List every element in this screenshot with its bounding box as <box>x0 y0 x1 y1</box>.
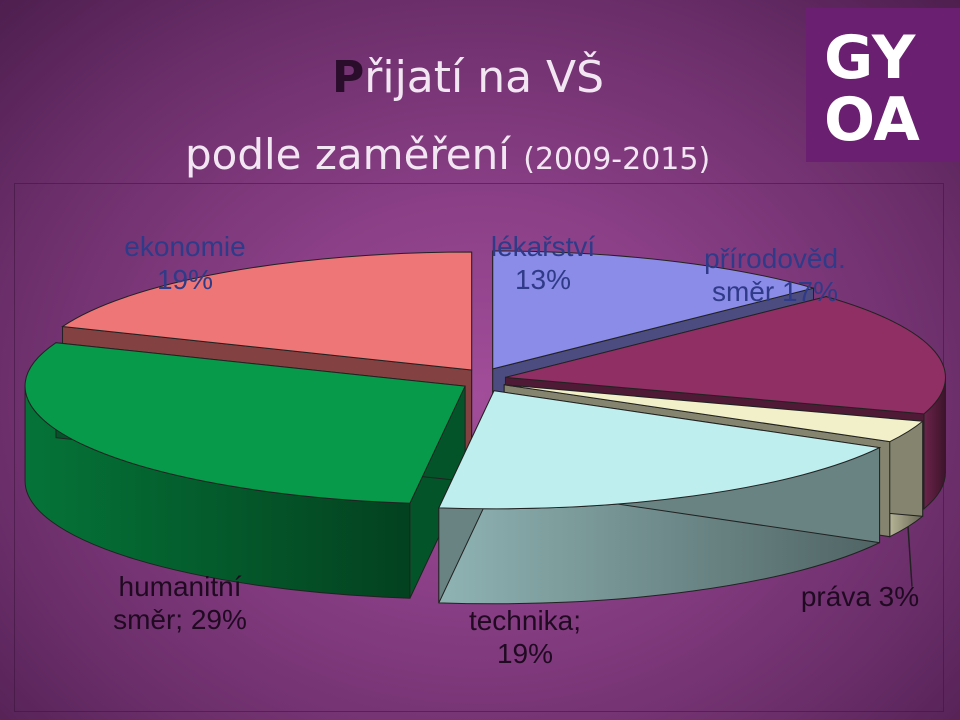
label-technika-name: technika; <box>468 605 582 636</box>
slice-top-prva <box>504 384 924 443</box>
title-line-2: podle zaměření (2009-2015) <box>185 130 710 179</box>
label-lekarstvi-name: lékařství <box>490 231 596 262</box>
leader-line-prava <box>907 526 913 587</box>
label-prirodoved: přírodověd. směr 17% <box>685 242 865 308</box>
label-prava: práva 3% <box>780 580 940 613</box>
label-ekonomie-value: 19% <box>156 264 214 295</box>
label-prirodoved-value: směr 17% <box>711 276 839 307</box>
title-line-2-text: podle zaměření <box>185 130 510 179</box>
logo-text-bottom: OA <box>824 85 920 155</box>
school-logo: GY OA <box>806 8 960 162</box>
slice-top-prodovdsmr <box>505 296 946 415</box>
label-ekonomie: ekonomie 19% <box>100 230 270 296</box>
pie-top-faces <box>24 250 946 605</box>
slice-top-ekonomie <box>61 251 473 371</box>
title-line-1: Přijatí na VŠ <box>332 52 604 103</box>
title-initial: P <box>332 52 365 103</box>
title-years: (2009-2015) <box>523 142 711 177</box>
label-humanitni-name: humanitní <box>118 571 242 602</box>
label-technika: technika; 19% <box>440 604 610 670</box>
title-line-1-text: řijatí na VŠ <box>364 52 605 103</box>
label-humanitni: humanitní směr; 29% <box>75 570 285 636</box>
label-lekarstvi-value: 13% <box>514 264 572 295</box>
logo-text-top: GY <box>824 23 916 93</box>
label-ekonomie-name: ekonomie <box>124 231 246 262</box>
slice-top-technika <box>438 390 882 510</box>
label-lekarstvi: lékařství 13% <box>468 230 618 296</box>
slice-technika <box>438 390 882 605</box>
label-technika-value: 19% <box>496 638 554 669</box>
slice-humanitnsmr <box>24 342 466 599</box>
label-humanitni-value: směr; 29% <box>113 604 247 635</box>
label-prava-name: práva 3% <box>800 581 920 612</box>
slice-top-lkastv <box>492 250 816 370</box>
slice-top-humanitnsmr <box>24 342 466 504</box>
label-prirodoved-name: přírodověd. <box>704 243 846 274</box>
